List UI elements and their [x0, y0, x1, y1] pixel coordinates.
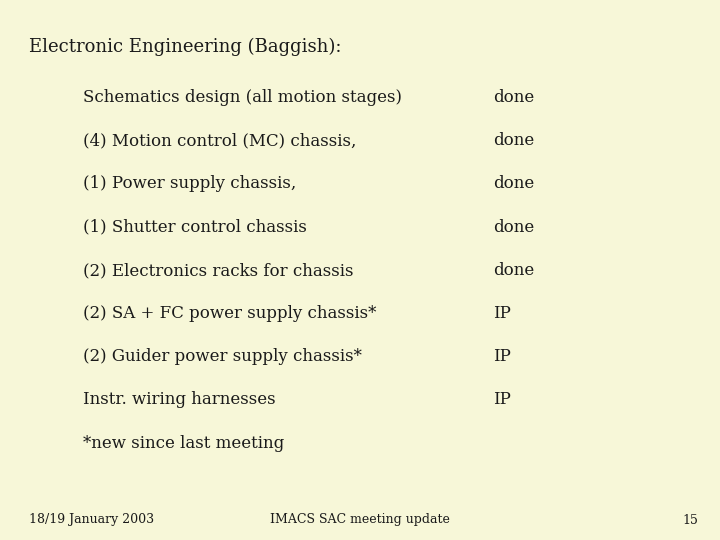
Text: IMACS SAC meeting update: IMACS SAC meeting update: [270, 514, 450, 526]
Text: IP: IP: [493, 348, 511, 365]
Text: Electronic Engineering (Baggish):: Electronic Engineering (Baggish):: [29, 38, 341, 56]
Text: done: done: [493, 89, 534, 106]
Text: (1) Power supply chassis,: (1) Power supply chassis,: [83, 176, 296, 192]
Text: (2) SA + FC power supply chassis*: (2) SA + FC power supply chassis*: [83, 305, 376, 322]
Text: (4) Motion control (MC) chassis,: (4) Motion control (MC) chassis,: [83, 132, 356, 149]
Text: *new since last meeting: *new since last meeting: [83, 435, 284, 451]
Text: 15: 15: [683, 514, 698, 526]
Text: (2) Electronics racks for chassis: (2) Electronics racks for chassis: [83, 262, 354, 279]
Text: Instr. wiring harnesses: Instr. wiring harnesses: [83, 392, 276, 408]
Text: done: done: [493, 176, 534, 192]
Text: IP: IP: [493, 305, 511, 322]
Text: done: done: [493, 219, 534, 235]
Text: Schematics design (all motion stages): Schematics design (all motion stages): [83, 89, 402, 106]
Text: (1) Shutter control chassis: (1) Shutter control chassis: [83, 219, 307, 235]
Text: (2) Guider power supply chassis*: (2) Guider power supply chassis*: [83, 348, 361, 365]
Text: done: done: [493, 262, 534, 279]
Text: IP: IP: [493, 392, 511, 408]
Text: done: done: [493, 132, 534, 149]
Text: 18/19 January 2003: 18/19 January 2003: [29, 514, 154, 526]
